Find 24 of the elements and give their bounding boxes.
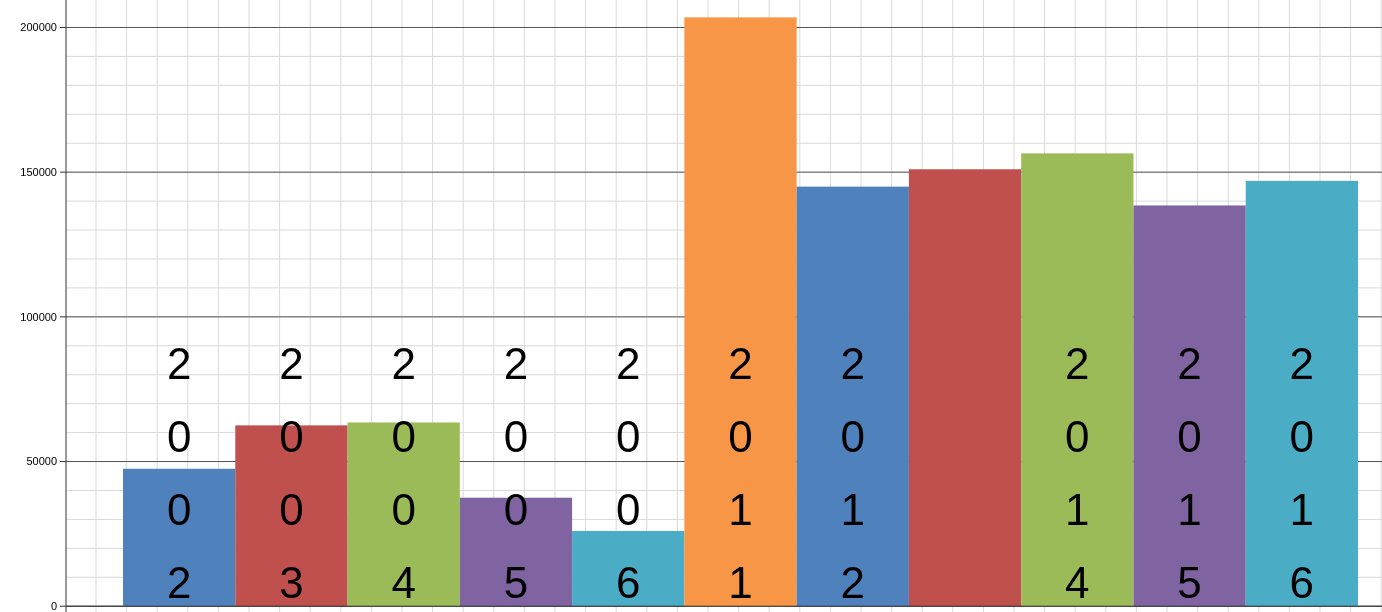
x-tick-label: 2003 [279, 339, 304, 607]
bar [1021, 153, 1134, 607]
x-tick-label: 2006 [615, 339, 641, 607]
x-tick-label: 2015 [1177, 339, 1202, 607]
x-tick-label: 2011 [728, 339, 753, 607]
x-tick-label: 2005 [503, 339, 529, 607]
x-tick-label: 2016 [1289, 339, 1315, 607]
y-tick-label: 200000 [20, 21, 57, 34]
y-tick-label: 100000 [20, 310, 57, 323]
x-tick-label: 2004 [391, 339, 416, 607]
y-tick-label: 0 [50, 600, 57, 612]
y-tick-label: 50000 [26, 455, 57, 468]
x-tick-label: 2014 [1065, 339, 1090, 607]
x-tick-label: 2002 [166, 339, 192, 607]
bar [572, 530, 685, 607]
bar [684, 17, 797, 607]
bar [123, 468, 236, 607]
x-tick-label: 2012 [840, 339, 866, 607]
bar [1133, 205, 1246, 607]
bar [908, 169, 1022, 607]
bar [796, 186, 909, 607]
bar [347, 422, 460, 607]
bar [1245, 180, 1358, 607]
y-tick-label: 150000 [20, 166, 57, 179]
